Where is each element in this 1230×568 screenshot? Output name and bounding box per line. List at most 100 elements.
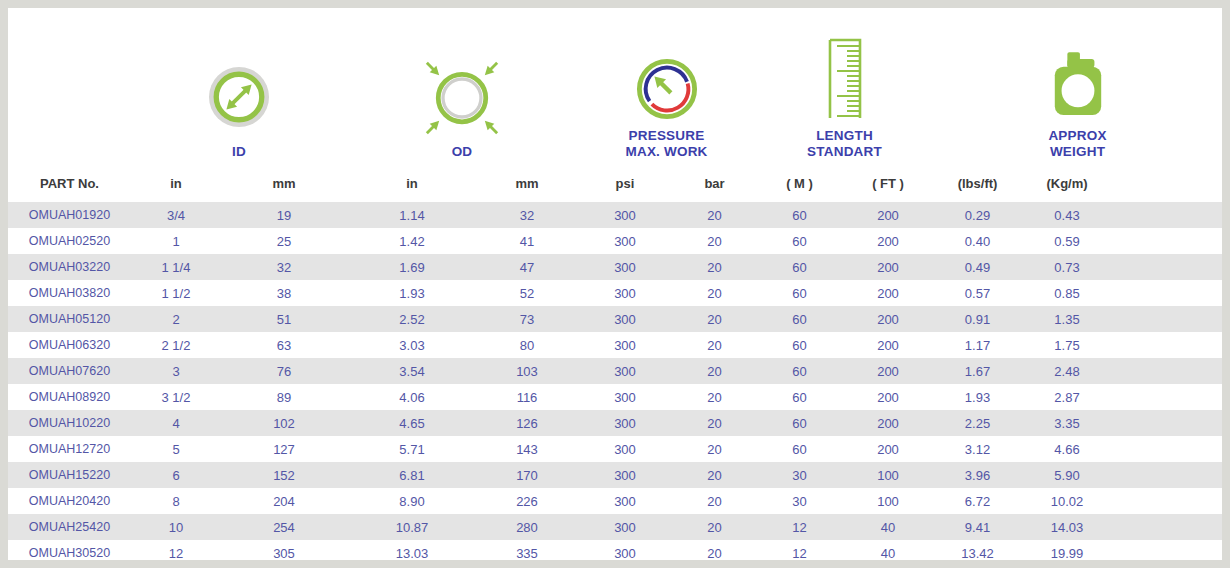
value-cell: 41: [477, 228, 577, 254]
value-cell: 1.67: [933, 358, 1022, 384]
value-cell: 47: [477, 254, 577, 280]
length-label-line2: STANDART: [807, 144, 882, 160]
part-no-cell: OMUAH01920: [8, 202, 131, 228]
value-cell: 300: [577, 358, 673, 384]
value-cell: 0.40: [933, 228, 1022, 254]
value-cell: 38: [221, 280, 347, 306]
value-cell: 300: [577, 514, 673, 540]
value-cell: 200: [843, 306, 933, 332]
value-cell: 300: [577, 384, 673, 410]
value-cell: 30: [756, 462, 843, 488]
value-cell: 4: [131, 410, 221, 436]
value-cell: 19.99: [1022, 540, 1112, 560]
part-no-cell: OMUAH03220: [8, 254, 131, 280]
table-row: OMUAH1272051275.7114330020602003.124.66: [8, 436, 1222, 462]
value-cell: 40: [843, 514, 933, 540]
value-cell: 89: [221, 384, 347, 410]
filler-cell: [1112, 488, 1222, 514]
value-cell: 3: [131, 358, 221, 384]
col-header-id-in: in: [131, 164, 221, 202]
value-cell: 52: [477, 280, 577, 306]
icon-header-row: ID: [8, 8, 1222, 164]
value-cell: 13.03: [347, 540, 477, 560]
value-cell: 60: [756, 436, 843, 462]
part-no-cell: OMUAH15220: [8, 462, 131, 488]
part-no-cell: OMUAH30520: [8, 540, 131, 560]
filler-cell: [1112, 358, 1222, 384]
table-row: OMUAH019203/4191.143230020602000.290.43: [8, 202, 1222, 228]
value-cell: 1.93: [933, 384, 1022, 410]
value-cell: 1: [131, 228, 221, 254]
value-cell: 12: [756, 514, 843, 540]
value-cell: 20: [673, 514, 756, 540]
id-header-cell: ID: [131, 8, 347, 164]
value-cell: 300: [577, 410, 673, 436]
table-row: OMUAH305201230513.0333530020124013.4219.…: [8, 540, 1222, 560]
value-cell: 40: [843, 540, 933, 560]
value-cell: 300: [577, 462, 673, 488]
value-cell: 0.91: [933, 306, 1022, 332]
value-cell: 152: [221, 462, 347, 488]
value-cell: 300: [577, 306, 673, 332]
value-cell: 0.85: [1022, 280, 1112, 306]
col-header-part-no: PART No.: [8, 164, 131, 202]
value-cell: 200: [843, 254, 933, 280]
value-cell: 103: [477, 358, 577, 384]
value-cell: 12: [756, 540, 843, 560]
value-cell: 1.69: [347, 254, 477, 280]
value-cell: 63: [221, 332, 347, 358]
value-cell: 3/4: [131, 202, 221, 228]
pressure-label-line2: MAX. WORK: [625, 144, 707, 160]
value-cell: 13.42: [933, 540, 1022, 560]
value-cell: 300: [577, 332, 673, 358]
value-cell: 32: [477, 202, 577, 228]
col-header-id-mm: mm: [221, 164, 347, 202]
value-cell: 20: [673, 202, 756, 228]
weight-label-line1: APPROX: [1048, 128, 1106, 144]
value-cell: 8: [131, 488, 221, 514]
value-cell: 0.43: [1022, 202, 1112, 228]
value-cell: 60: [756, 332, 843, 358]
filler-cell: [1112, 436, 1222, 462]
value-cell: 20: [673, 436, 756, 462]
value-cell: 3.54: [347, 358, 477, 384]
filler-cell: [1112, 514, 1222, 540]
value-cell: 80: [477, 332, 577, 358]
col-header-kg-m: (Kg/m): [1022, 164, 1112, 202]
value-cell: 60: [756, 280, 843, 306]
filler-cell: [1112, 254, 1222, 280]
value-cell: 5.90: [1022, 462, 1112, 488]
value-cell: 200: [843, 332, 933, 358]
length-header-cell: LENGTH STANDART: [756, 8, 933, 164]
value-cell: 200: [843, 280, 933, 306]
value-cell: 20: [673, 228, 756, 254]
inner-diameter-icon: [208, 66, 270, 128]
table-row: OMUAH032201 1/4321.694730020602000.490.7…: [8, 254, 1222, 280]
value-cell: 100: [843, 462, 933, 488]
filler-cell: [1112, 384, 1222, 410]
value-cell: 25: [221, 228, 347, 254]
value-cell: 300: [577, 280, 673, 306]
value-cell: 335: [477, 540, 577, 560]
value-cell: 60: [756, 306, 843, 332]
part-no-cell: OMUAH05120: [8, 306, 131, 332]
value-cell: 126: [477, 410, 577, 436]
weight-label-line2: WEIGHT: [1048, 144, 1106, 160]
table-row: OMUAH1522061526.8117030020301003.965.90: [8, 462, 1222, 488]
filler-cell: [1112, 228, 1222, 254]
pressure-header-cell: PRESSURE MAX. WORK: [577, 8, 756, 164]
value-cell: 1.17: [933, 332, 1022, 358]
outer-diameter-icon: [424, 60, 500, 136]
value-cell: 10: [131, 514, 221, 540]
value-cell: 30: [756, 488, 843, 514]
value-cell: 20: [673, 280, 756, 306]
od-label: OD: [452, 144, 473, 160]
value-cell: 200: [843, 384, 933, 410]
value-cell: 60: [756, 228, 843, 254]
value-cell: 3.03: [347, 332, 477, 358]
table-row: OMUAH051202512.527330020602000.911.35: [8, 306, 1222, 332]
value-cell: 19: [221, 202, 347, 228]
col-header-lbs-ft: (lbs/ft): [933, 164, 1022, 202]
value-cell: 60: [756, 410, 843, 436]
value-cell: 60: [756, 254, 843, 280]
